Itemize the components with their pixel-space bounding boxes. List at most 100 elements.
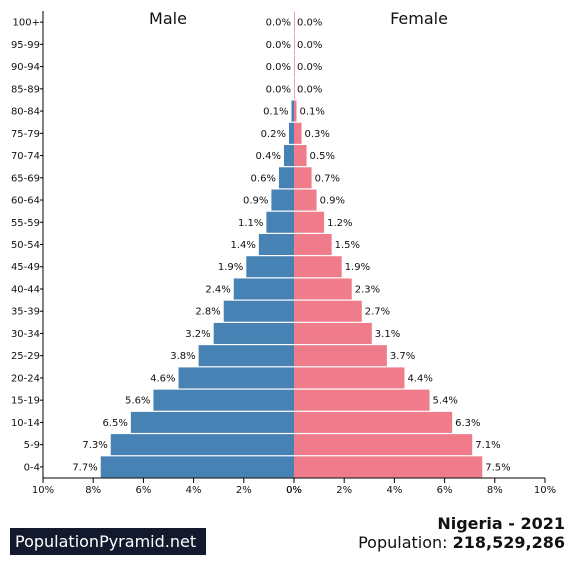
male-value-label: 0.6%	[251, 173, 276, 184]
brand-logo-link[interactable]: PopulationPyramid.net	[10, 528, 206, 555]
female-bar	[294, 411, 453, 433]
male-bar	[110, 434, 295, 456]
age-group-label: 35-39	[11, 307, 40, 318]
female-value-label: 2.3%	[355, 284, 380, 295]
male-value-label: 5.6%	[125, 396, 150, 407]
female-bar	[294, 211, 325, 233]
x-tick-label-right: 6%	[437, 485, 453, 496]
female-value-label: 0.9%	[320, 196, 345, 207]
female-value-label: 1.9%	[345, 262, 370, 273]
population-summary: Population: 218,529,286	[358, 533, 565, 552]
female-value-label: 5.4%	[433, 396, 458, 407]
female-bar	[294, 11, 295, 33]
country-year-title: Nigeria - 2021	[437, 514, 565, 533]
female-bar	[294, 300, 362, 322]
male-value-label: 2.8%	[195, 307, 220, 318]
female-value-label: 7.1%	[475, 440, 500, 451]
age-group-label: 90-94	[11, 62, 40, 73]
female-value-label: 3.1%	[375, 329, 400, 340]
male-value-label: 0.0%	[266, 18, 291, 29]
male-value-label: 6.5%	[102, 418, 127, 429]
female-bar	[294, 33, 295, 55]
female-value-label: 0.1%	[300, 107, 325, 118]
female-value-label: 7.5%	[485, 462, 510, 473]
female-bar	[294, 278, 352, 300]
x-tick-label-right: 2%	[336, 485, 352, 496]
female-value-label: 6.3%	[455, 418, 480, 429]
age-group-label: 45-49	[11, 262, 40, 273]
female-value-label: 0.5%	[310, 151, 335, 162]
x-tick-label-left: 2%	[236, 485, 252, 496]
male-value-label: 0.0%	[266, 40, 291, 51]
female-value-label: 1.5%	[335, 240, 360, 251]
female-bar	[294, 56, 295, 78]
age-group-label: 15-19	[11, 396, 40, 407]
female-bar	[294, 189, 317, 211]
female-value-label: 0.0%	[297, 84, 322, 95]
female-value-label: 0.0%	[297, 18, 322, 29]
age-group-label: 40-44	[11, 284, 40, 295]
population-pyramid-chart: Male Female 7.7% 7.5% 0-4 7.3% 7.1% 5-9 6.5% 6.3%…	[11, 9, 556, 496]
male-bar	[213, 322, 294, 344]
female-bar	[294, 167, 312, 189]
female-bar	[294, 456, 483, 478]
male-value-label: 3.8%	[170, 351, 195, 362]
male-series-title: Male	[149, 9, 187, 28]
x-tick-label-left: 0%	[286, 485, 302, 496]
age-group-label: 30-34	[11, 329, 40, 340]
male-value-label: 0.4%	[256, 151, 281, 162]
male-bar	[278, 167, 294, 189]
male-value-label: 0.2%	[261, 129, 286, 140]
age-group-label: 95-99	[11, 40, 40, 51]
female-bar	[294, 345, 387, 367]
male-value-label: 0.0%	[266, 84, 291, 95]
x-tick-label-right: 0%	[286, 485, 302, 496]
female-bar	[294, 322, 372, 344]
male-value-label: 0.0%	[266, 62, 291, 73]
age-group-label: 75-79	[11, 129, 40, 140]
male-bar	[130, 411, 294, 433]
age-group-label: 10-14	[11, 418, 40, 429]
x-tick-label-left: 8%	[85, 485, 101, 496]
female-bar	[294, 389, 430, 411]
male-value-label: 0.1%	[263, 107, 288, 118]
age-group-label: 100+	[13, 18, 40, 29]
male-bar	[271, 189, 294, 211]
female-value-label: 0.0%	[297, 62, 322, 73]
male-bar	[233, 278, 294, 300]
age-group-label: 25-29	[11, 351, 40, 362]
population-label: Population:	[358, 533, 448, 552]
male-bar	[198, 345, 294, 367]
female-bar	[294, 145, 307, 167]
age-group-label: 20-24	[11, 373, 40, 384]
male-bar	[266, 211, 294, 233]
female-value-label: 0.7%	[315, 173, 340, 184]
female-bar	[294, 256, 342, 278]
female-value-label: 0.0%	[297, 40, 322, 51]
female-value-label: 4.4%	[407, 373, 432, 384]
male-bar	[288, 122, 294, 144]
male-value-label: 0.9%	[243, 196, 268, 207]
male-bar	[223, 300, 294, 322]
age-group-label: 0-4	[24, 462, 40, 473]
female-value-label: 1.2%	[327, 218, 352, 229]
female-value-label: 2.7%	[365, 307, 390, 318]
female-bar	[294, 367, 405, 389]
x-tick-label-right: 4%	[386, 485, 402, 496]
x-tick-label-left: 10%	[32, 485, 54, 496]
female-value-label: 3.7%	[390, 351, 415, 362]
population-value: 218,529,286	[452, 533, 565, 552]
male-bar	[100, 456, 294, 478]
male-value-label: 1.1%	[238, 218, 263, 229]
x-tick-label-right: 8%	[487, 485, 503, 496]
male-value-label: 7.7%	[72, 462, 97, 473]
age-group-label: 80-84	[11, 107, 40, 118]
male-value-label: 1.9%	[218, 262, 243, 273]
male-value-label: 4.6%	[150, 373, 175, 384]
age-group-label: 5-9	[24, 440, 40, 451]
female-bar	[294, 122, 302, 144]
x-tick-label-right: 10%	[534, 485, 556, 496]
male-bar	[153, 389, 294, 411]
male-bar	[258, 233, 294, 256]
age-group-label: 50-54	[11, 240, 40, 251]
